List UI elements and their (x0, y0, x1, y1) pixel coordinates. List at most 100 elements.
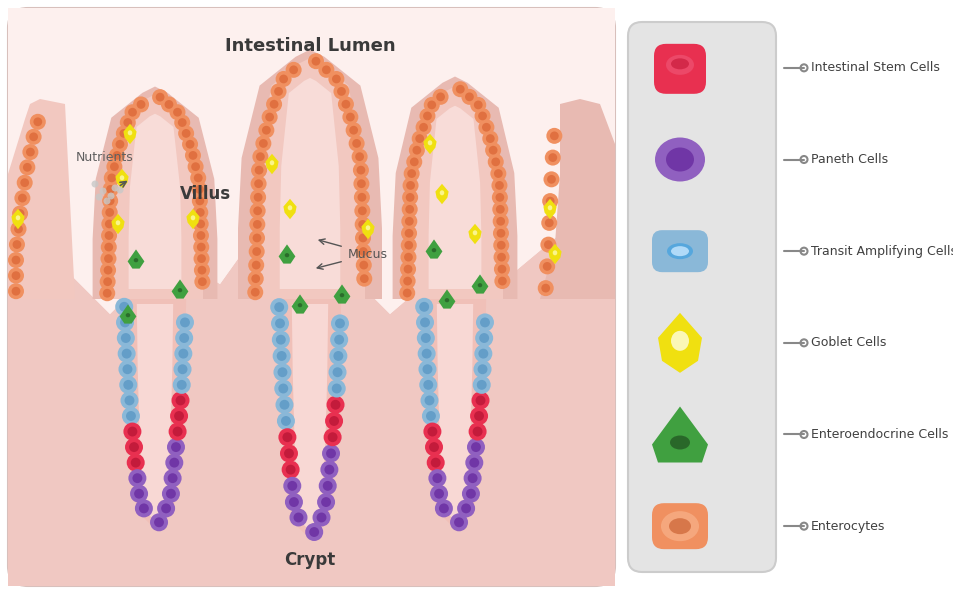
Ellipse shape (115, 220, 120, 225)
FancyBboxPatch shape (651, 230, 707, 272)
Ellipse shape (194, 185, 204, 194)
Ellipse shape (133, 258, 138, 263)
Ellipse shape (105, 231, 113, 240)
Ellipse shape (248, 257, 264, 273)
Ellipse shape (326, 396, 344, 414)
Ellipse shape (116, 314, 133, 331)
Ellipse shape (289, 508, 307, 526)
Ellipse shape (359, 274, 368, 283)
Ellipse shape (106, 197, 114, 206)
Ellipse shape (161, 96, 176, 112)
Polygon shape (292, 295, 308, 314)
FancyBboxPatch shape (627, 22, 775, 572)
Ellipse shape (359, 261, 368, 270)
Ellipse shape (479, 317, 490, 327)
Ellipse shape (23, 163, 31, 172)
Ellipse shape (352, 148, 367, 165)
Ellipse shape (270, 160, 274, 165)
Ellipse shape (422, 364, 432, 374)
Ellipse shape (320, 460, 338, 479)
Ellipse shape (104, 170, 120, 186)
Ellipse shape (119, 129, 128, 138)
Ellipse shape (469, 458, 478, 467)
Polygon shape (8, 8, 615, 314)
Ellipse shape (166, 489, 175, 499)
Ellipse shape (115, 125, 132, 141)
Polygon shape (658, 313, 701, 373)
Ellipse shape (95, 194, 102, 201)
Ellipse shape (101, 239, 116, 255)
Polygon shape (278, 299, 341, 539)
Ellipse shape (491, 178, 507, 194)
Ellipse shape (538, 258, 555, 274)
Ellipse shape (297, 303, 302, 307)
Ellipse shape (188, 159, 203, 175)
Polygon shape (237, 50, 381, 299)
Ellipse shape (193, 204, 208, 220)
Polygon shape (11, 209, 25, 229)
Text: Crypt: Crypt (284, 551, 335, 569)
Ellipse shape (128, 426, 137, 437)
Polygon shape (265, 154, 278, 174)
Ellipse shape (400, 237, 416, 253)
Ellipse shape (435, 500, 453, 517)
Ellipse shape (152, 89, 168, 105)
Ellipse shape (284, 253, 289, 257)
Polygon shape (8, 99, 75, 299)
Ellipse shape (416, 314, 434, 331)
Ellipse shape (552, 250, 557, 255)
Ellipse shape (283, 477, 301, 495)
Polygon shape (254, 58, 365, 299)
Ellipse shape (110, 162, 119, 171)
Ellipse shape (357, 207, 366, 215)
Ellipse shape (495, 181, 503, 190)
Ellipse shape (253, 148, 268, 165)
Ellipse shape (14, 225, 23, 233)
Ellipse shape (278, 384, 288, 393)
Polygon shape (393, 77, 517, 299)
Ellipse shape (123, 422, 141, 441)
Ellipse shape (262, 126, 271, 135)
Ellipse shape (167, 438, 185, 456)
Ellipse shape (477, 349, 488, 359)
Ellipse shape (195, 208, 205, 217)
Ellipse shape (544, 150, 560, 166)
Polygon shape (423, 299, 486, 529)
Ellipse shape (434, 489, 443, 499)
Ellipse shape (132, 96, 149, 112)
Ellipse shape (471, 442, 480, 452)
Ellipse shape (341, 100, 350, 109)
Ellipse shape (493, 225, 509, 241)
Ellipse shape (478, 333, 489, 343)
Ellipse shape (182, 136, 198, 152)
Ellipse shape (197, 254, 206, 263)
Ellipse shape (177, 364, 188, 374)
Ellipse shape (11, 287, 20, 296)
Ellipse shape (465, 489, 476, 499)
Ellipse shape (427, 426, 436, 437)
Ellipse shape (278, 428, 296, 446)
Ellipse shape (109, 147, 125, 163)
Ellipse shape (329, 416, 338, 426)
Ellipse shape (403, 265, 412, 273)
Ellipse shape (328, 364, 346, 381)
Ellipse shape (253, 179, 263, 188)
Ellipse shape (274, 318, 285, 328)
Ellipse shape (162, 485, 180, 503)
Ellipse shape (405, 205, 414, 214)
Ellipse shape (281, 460, 299, 479)
Ellipse shape (173, 411, 184, 421)
Ellipse shape (193, 239, 209, 255)
Ellipse shape (355, 257, 372, 273)
Ellipse shape (429, 442, 438, 452)
Ellipse shape (473, 376, 490, 394)
Ellipse shape (119, 376, 137, 394)
Ellipse shape (99, 285, 115, 301)
Ellipse shape (470, 97, 486, 113)
Ellipse shape (107, 159, 122, 175)
Ellipse shape (128, 108, 137, 116)
Ellipse shape (353, 162, 369, 178)
Ellipse shape (170, 104, 185, 120)
Ellipse shape (421, 349, 431, 359)
Ellipse shape (103, 181, 118, 197)
